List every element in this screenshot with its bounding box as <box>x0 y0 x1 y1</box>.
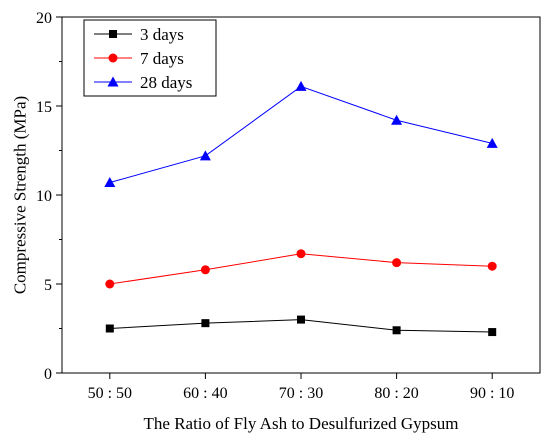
data-point <box>486 137 498 148</box>
data-point <box>392 326 401 335</box>
series-layer <box>104 80 498 337</box>
data-point <box>200 265 210 275</box>
series-line <box>109 253 493 285</box>
data-point <box>392 258 402 268</box>
y-tick-label: 20 <box>36 10 52 27</box>
y-tick-label: 5 <box>44 277 52 294</box>
legend-label: 28 days <box>140 73 192 92</box>
x-tick-label: 60 : 40 <box>183 385 227 402</box>
x-tick-label: 50 : 50 <box>88 385 132 402</box>
y-axis-title: Compressive Strength (MPa) <box>11 96 30 294</box>
legend-item: 28 days <box>94 73 192 92</box>
y-tick-label: 15 <box>36 99 52 116</box>
y-tick-label: 0 <box>44 366 52 383</box>
data-point <box>391 114 403 125</box>
y-tick-label: 10 <box>36 188 52 205</box>
legend-marker <box>109 30 117 38</box>
data-point <box>201 319 210 328</box>
x-tick-label: 90 : 10 <box>470 385 514 402</box>
legend-item: 3 days <box>94 25 184 44</box>
legend-label: 7 days <box>140 49 184 68</box>
legend-marker <box>107 76 119 87</box>
legend: 3 days 7 days 28 days <box>83 19 217 97</box>
data-point <box>105 279 115 289</box>
series-3 <box>104 80 498 188</box>
legend-item: 7 days <box>94 49 184 68</box>
data-point <box>295 80 307 91</box>
series-2 <box>105 249 497 289</box>
x-axis-ticks: 50 : 50 60 : 40 70 : 30 80 : 20 90 : 10 <box>88 373 514 402</box>
data-point <box>105 324 114 333</box>
y-axis-ticks: 0 5 10 15 20 <box>36 10 62 383</box>
x-tick-label: 80 : 20 <box>374 385 418 402</box>
data-point <box>297 315 305 324</box>
legend-marker <box>108 53 118 63</box>
data-point <box>104 177 116 188</box>
data-point <box>199 150 211 161</box>
data-point <box>488 328 497 337</box>
data-point <box>487 261 497 271</box>
x-axis-title: The Ratio of Fly Ash to Desulfurized Gyp… <box>144 414 459 433</box>
series-1 <box>105 315 497 337</box>
data-point <box>296 249 306 259</box>
x-tick-label: 70 : 30 <box>279 385 323 402</box>
legend-label: 3 days <box>140 25 184 44</box>
series-line <box>109 85 493 184</box>
plot-frame <box>61 16 541 374</box>
